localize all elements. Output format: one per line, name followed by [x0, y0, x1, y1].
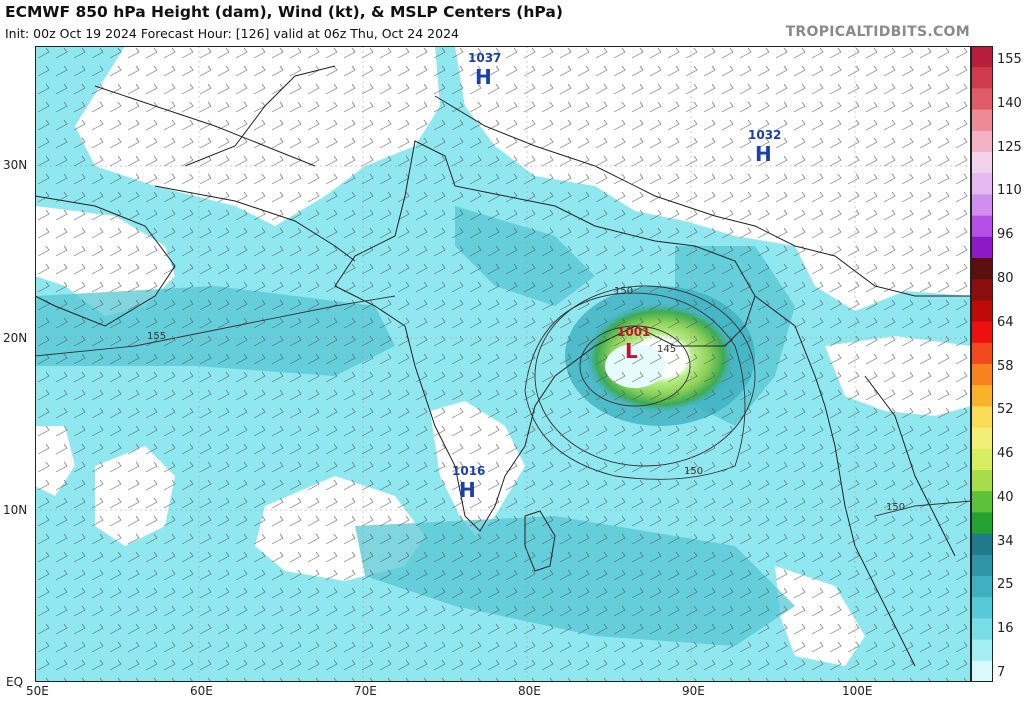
high-center-value: 1032	[748, 128, 781, 142]
colorbar-swatch	[971, 427, 993, 450]
colorbar-swatch	[971, 639, 993, 662]
colorbar-label: 96	[997, 227, 1014, 243]
contour-label: 145	[657, 344, 676, 355]
colorbar-swatch	[971, 618, 993, 641]
lon-label: 50E	[26, 684, 49, 698]
weather-map: 155 150 145 150 150 1037 H 1032 H 1016 H…	[35, 46, 971, 682]
colorbar-swatch	[971, 512, 993, 535]
contour-label: 150	[684, 466, 703, 477]
colorbar-swatch	[971, 130, 993, 153]
colorbar-label: 58	[997, 358, 1014, 374]
colorbar-swatch	[971, 597, 993, 619]
colorbar-swatch	[971, 215, 993, 238]
colorbar-swatch	[971, 109, 993, 132]
lat-label: 10N	[3, 503, 28, 517]
map-subtitle: Init: 00z Oct 19 2024 Forecast Hour: [12…	[5, 26, 459, 41]
colorbar-label: 16	[997, 621, 1014, 637]
contour-label: 150	[886, 502, 905, 513]
low-center-value: 1001	[617, 325, 650, 339]
colorbar-swatch	[971, 470, 993, 492]
colorbar-swatch	[971, 67, 993, 89]
colorbar-swatch	[971, 46, 993, 68]
colorbar-label: 52	[997, 402, 1014, 418]
colorbar-swatch	[971, 300, 993, 323]
colorbar-label: 110	[997, 183, 1022, 199]
colorbar-label: 140	[997, 95, 1022, 111]
colorbar-swatch	[971, 533, 993, 556]
colorbar-swatch	[971, 448, 993, 471]
colorbar-label: 64	[997, 314, 1014, 330]
high-center-marker: H	[755, 142, 772, 166]
colorbar-swatch	[971, 406, 993, 429]
lon-label: 70E	[354, 684, 377, 698]
colorbar-swatch	[971, 660, 993, 682]
colorbar-swatch	[971, 342, 993, 365]
map-title: ECMWF 850 hPa Height (dam), Wind (kt), &…	[5, 3, 563, 21]
lat-label: 30N	[3, 158, 28, 172]
colorbar-swatch	[971, 279, 993, 301]
colorbar-swatch	[971, 576, 993, 598]
lat-label: 20N	[3, 331, 28, 345]
colorbar-swatch	[971, 385, 993, 407]
colorbar-label: 80	[997, 270, 1014, 286]
wind-colorbar	[971, 46, 993, 682]
colorbar-label: 34	[997, 533, 1014, 549]
colorbar-label: 46	[997, 446, 1014, 462]
lat-label: EQ	[6, 675, 24, 689]
brand-watermark: TROPICALTIDBITS.COM	[785, 24, 970, 40]
colorbar-swatch	[971, 364, 993, 386]
colorbar-label: 125	[997, 139, 1022, 155]
coastlines	[35, 65, 971, 667]
colorbar-swatch	[971, 88, 993, 111]
colorbar-swatch	[971, 491, 993, 513]
high-center-marker: H	[475, 65, 492, 89]
contour-label: 155	[147, 331, 166, 342]
colorbar-label: 40	[997, 489, 1014, 505]
lon-label: 80E	[518, 684, 541, 698]
lat-lon-grid	[35, 46, 971, 682]
high-center-marker: H	[459, 478, 476, 502]
colorbar-swatch	[971, 194, 993, 217]
low-center-marker: L	[625, 339, 638, 363]
lon-label: 60E	[190, 684, 213, 698]
lon-label: 100E	[842, 684, 873, 698]
colorbar-swatch	[971, 321, 993, 344]
colorbar-swatch	[971, 173, 993, 195]
high-center-value: 1016	[452, 464, 485, 478]
high-center-value: 1037	[468, 51, 501, 65]
colorbar-swatch	[971, 554, 993, 577]
colorbar-swatch	[971, 236, 993, 259]
colorbar-label: 155	[997, 52, 1022, 67]
colorbar-swatch	[971, 258, 993, 280]
contour-label: 150	[614, 286, 633, 297]
colorbar-label: 25	[997, 577, 1014, 593]
height-contours	[35, 295, 971, 517]
lon-label: 90E	[682, 684, 705, 698]
colorbar-label: 7	[997, 665, 1006, 680]
colorbar-swatch	[971, 152, 993, 174]
wind-barbs	[35, 46, 971, 682]
